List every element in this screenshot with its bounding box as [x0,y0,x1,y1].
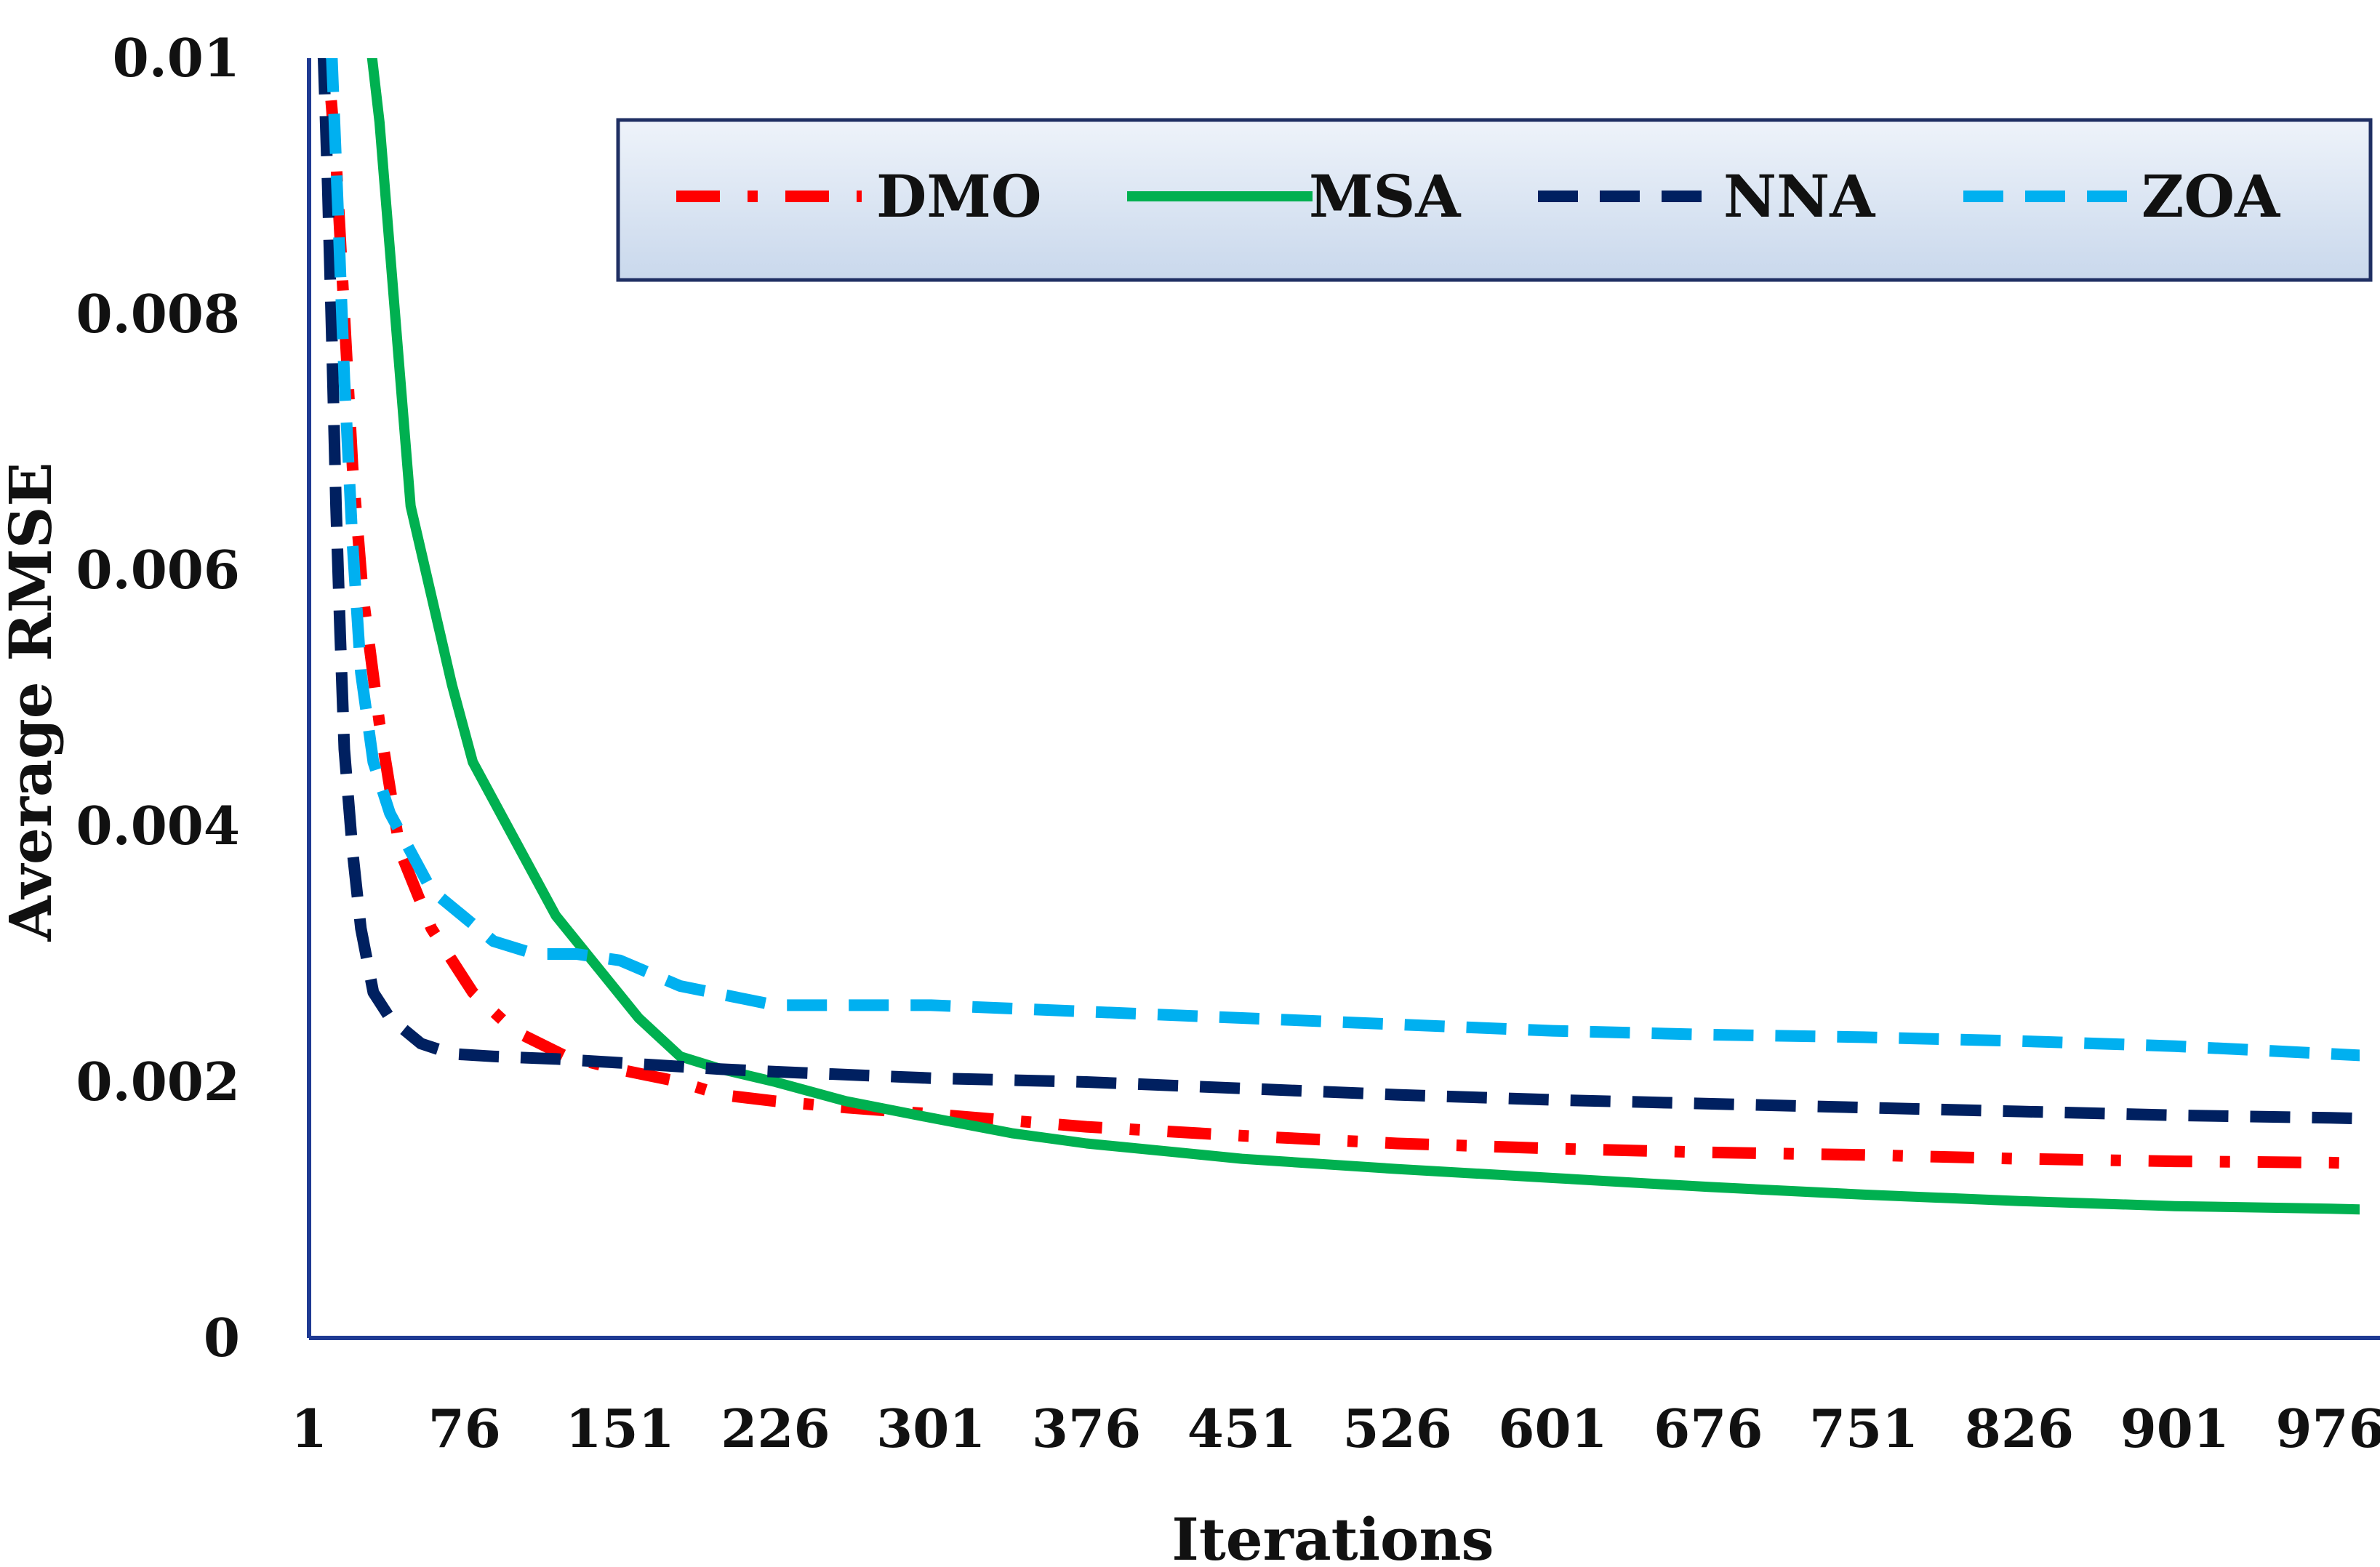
x-tick-label: 76 [428,1398,501,1459]
legend-label-msa: MSA [1309,162,1461,231]
series-line-zoa [325,58,2360,1062]
legend-label-dmo: DMO [876,162,1042,231]
y-tick-label: 0.008 [76,283,240,345]
x-tick-label: 676 [1654,1398,1763,1459]
x-tick-label: 526 [1343,1398,1452,1459]
series-line-msa [366,58,2360,1215]
x-tick-label: 226 [721,1398,830,1459]
y-tick-label: 0.01 [113,27,240,89]
x-tick-label: 376 [1032,1398,1141,1459]
x-tick-label: 151 [565,1398,674,1459]
y-tick-label: 0.002 [76,1051,240,1113]
y-tick-label: 0 [204,1307,240,1368]
y-tick-label: 0.004 [76,795,240,857]
legend-label-zoa: ZOA [2141,162,2280,231]
y-axis-title: Average RMSE [0,462,65,942]
series-lines [317,58,2360,1215]
series-line-nna [317,58,2360,1125]
legend-label-nna: NNA [1723,162,1875,231]
y-tick-labels: 0 0.002 0.004 0.006 0.008 0.01 [76,27,240,1368]
x-tick-label: 826 [1965,1398,2074,1459]
x-tick-label: 751 [1809,1398,1918,1459]
x-tick-labels: 1 76 151 226 301 376 451 526 601 676 751 826 901 976 [291,1398,2380,1459]
x-tick-label: 1 [291,1398,327,1459]
x-tick-label: 976 [2275,1398,2380,1459]
legend: DMO MSA NNA ZOA [616,118,2373,282]
y-tick-label: 0.006 [76,539,240,601]
x-tick-label: 451 [1187,1398,1297,1459]
x-tick-label: 601 [1498,1398,1607,1459]
x-axis-title: Iterations [1171,1505,1494,1567]
x-tick-label: 901 [2120,1398,2229,1459]
x-tick-label: 301 [876,1398,985,1459]
series-line-dmo [321,58,2360,1169]
legend-box [616,118,2373,282]
